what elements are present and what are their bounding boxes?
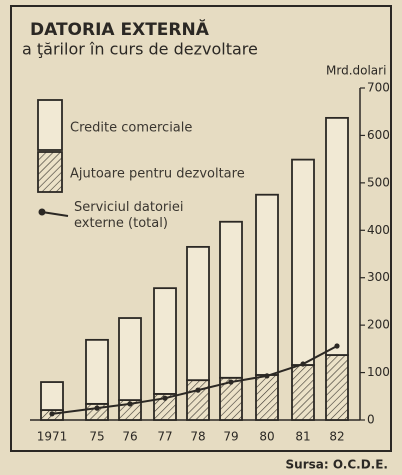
- frame: [10, 5, 392, 452]
- line-point: [49, 411, 55, 417]
- x-tick-label: 82: [329, 430, 344, 444]
- bar-segment: [291, 158, 315, 366]
- bar-segment: [255, 193, 279, 376]
- x-tick-label: 77: [157, 430, 172, 444]
- y-tick-label: 400: [367, 223, 390, 237]
- y-tick-label: 700: [367, 81, 390, 95]
- y-axis-label: Mrd.dolari: [326, 64, 386, 78]
- x-tick-label: 79: [223, 430, 238, 444]
- bar-segment: [186, 379, 210, 421]
- legend-swatch: [37, 99, 63, 151]
- line-point: [300, 361, 306, 367]
- bar-segment: [325, 354, 349, 421]
- bar-segment: [325, 116, 349, 356]
- x-tick-label: 1971: [37, 430, 68, 444]
- bar-segment: [118, 317, 142, 401]
- legend-line: [41, 211, 69, 217]
- x-tick-label: 78: [190, 430, 205, 444]
- x-tick-label: 81: [295, 430, 310, 444]
- y-tick-label: 0: [367, 413, 375, 427]
- line-point: [334, 343, 340, 349]
- legend-dot: [38, 208, 46, 216]
- legend-label: Ajutoare pentru dezvoltare: [70, 167, 245, 182]
- legend-swatch: [37, 151, 63, 193]
- bar-segment: [291, 364, 315, 421]
- bar-segment: [219, 220, 243, 379]
- chart-subtitle: a ţărilor în curs de dezvoltare: [22, 40, 258, 59]
- source: Sursa: O.C.D.E.: [286, 458, 388, 472]
- y-tick-label: 200: [367, 318, 390, 332]
- line-point: [162, 395, 168, 401]
- bar-segment: [40, 381, 64, 411]
- line-point: [228, 379, 234, 385]
- bar-segment: [85, 338, 109, 405]
- line-point: [264, 373, 270, 379]
- y-tick-label: 300: [367, 270, 390, 284]
- legend-label: Credite comerciale: [70, 121, 192, 136]
- y-tick-label: 500: [367, 175, 390, 189]
- bar-segment: [186, 245, 210, 382]
- line-point: [94, 405, 100, 411]
- legend-label: Serviciul datoriei externe (total): [74, 200, 184, 231]
- x-tick-label: 80: [259, 430, 274, 444]
- line-point: [127, 401, 133, 407]
- y-tick-label: 100: [367, 365, 390, 379]
- line-point: [195, 387, 201, 393]
- x-tick-label: 76: [122, 430, 137, 444]
- x-tick-label: 75: [89, 430, 104, 444]
- chart-title: DATORIA EXTERNĂ: [30, 18, 210, 40]
- y-tick-label: 600: [367, 128, 390, 142]
- bar-segment: [255, 374, 279, 421]
- bar-segment: [153, 287, 177, 395]
